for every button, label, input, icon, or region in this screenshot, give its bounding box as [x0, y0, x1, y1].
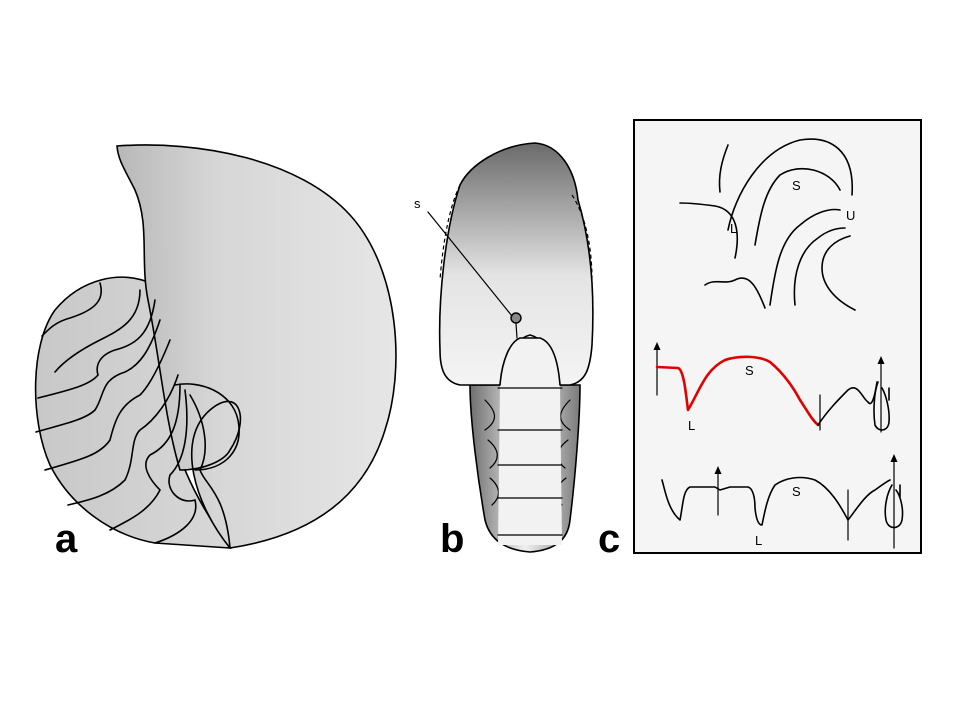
top-suture-arc-3 [754, 167, 841, 246]
siphuncle-dot [510, 312, 522, 324]
siphuncle-label: s [414, 196, 421, 211]
suture-group-top: S L U [679, 138, 856, 311]
panel-c: c S L U S L [598, 119, 922, 561]
panel-b-shell: s b [414, 142, 594, 561]
middle-loop [873, 381, 890, 431]
septum-7 [109, 384, 181, 531]
septum-1 [41, 282, 102, 337]
siphuncle-leader-line [427, 211, 513, 317]
middle-saddle-label: S [745, 363, 754, 378]
septum-5 [44, 339, 171, 471]
septum-8 [154, 389, 197, 544]
top-suture-arc-1 [727, 138, 853, 231]
septum-2 [54, 289, 141, 373]
venter-outline [499, 337, 561, 386]
lower-septum-1 [484, 399, 571, 431]
bottom-arrowhead-right [890, 454, 898, 462]
siphuncle-stalk [515, 322, 518, 339]
suture-box [633, 119, 922, 554]
septum-9 [189, 394, 231, 549]
bottom-lobe-label: L [755, 533, 762, 548]
bottom-saddle-label: S [792, 484, 801, 499]
middle-black-suture [817, 381, 878, 426]
middle-arrowhead-left [653, 342, 661, 350]
shell-body-chamber-b [438, 142, 594, 386]
top-suture-arc-2 [679, 202, 738, 259]
top-suture-arc-5 [793, 227, 846, 306]
septum-3 [37, 299, 156, 399]
top-lobe-label: L [730, 221, 737, 236]
bottom-arrowhead-left [714, 466, 722, 474]
top-saddle-label: S [792, 178, 801, 193]
suture-group-middle: S L [653, 342, 890, 433]
panel-a-letter: a [55, 517, 78, 561]
middle-lobe-label: L [688, 418, 695, 433]
middle-red-suture [655, 355, 820, 427]
panel-c-letter: c [598, 517, 620, 561]
top-suture-lower [704, 277, 766, 309]
dashed-margin-right [571, 194, 593, 281]
suture-group-bottom: S L [661, 454, 904, 549]
septum-4 [35, 319, 161, 433]
panel-b-letter: b [440, 517, 464, 561]
middle-arrowhead-right [877, 356, 885, 364]
top-suture-arc-4 [769, 208, 841, 306]
septum-6 [67, 374, 179, 506]
panel-a-shell: a [34, 144, 397, 561]
shell-body-chamber [116, 144, 397, 549]
umbilicus-edge [174, 383, 240, 471]
venter-inner [498, 338, 562, 545]
top-suture-outer [718, 144, 729, 193]
top-umbilical-label: U [846, 208, 855, 223]
bottom-loop [884, 484, 904, 529]
bottom-suture [661, 476, 891, 526]
dashed-margin-left [439, 184, 461, 281]
top-suture-arc-6 [821, 235, 856, 311]
